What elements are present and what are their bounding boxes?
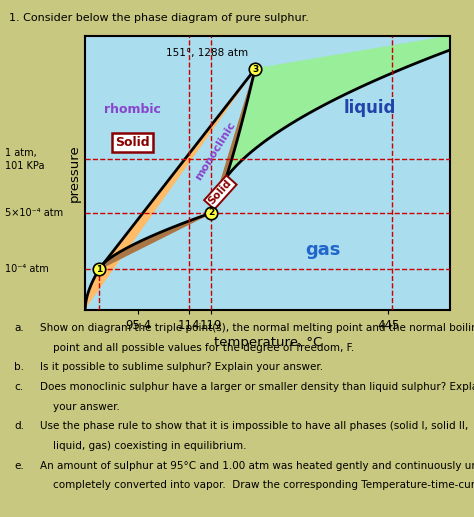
Text: rhombic: rhombic (104, 103, 161, 116)
Text: gas: gas (305, 241, 340, 260)
Text: 10⁻⁴ atm: 10⁻⁴ atm (5, 264, 48, 274)
Text: completely converted into vapor.  Draw the corresponding Temperature-time-curve.: completely converted into vapor. Draw th… (40, 480, 474, 490)
Text: 1: 1 (96, 265, 102, 273)
Text: b.: b. (14, 362, 24, 372)
Text: liquid: liquid (344, 99, 396, 117)
Text: 1 atm,
101 KPa: 1 atm, 101 KPa (5, 148, 44, 171)
Y-axis label: pressure: pressure (68, 144, 81, 202)
Text: monoclinic: monoclinic (193, 120, 237, 183)
Text: your answer.: your answer. (40, 402, 120, 412)
Text: a.: a. (14, 323, 24, 333)
Text: Solid: Solid (116, 136, 150, 149)
Text: An amount of sulphur at 95°C and 1.00 atm was heated gently and continuously unt: An amount of sulphur at 95°C and 1.00 at… (40, 461, 474, 470)
Text: Is it possible to sublime sulphur? Explain your answer.: Is it possible to sublime sulphur? Expla… (40, 362, 323, 372)
Text: c.: c. (14, 382, 23, 392)
Text: 5×10⁻⁴ atm: 5×10⁻⁴ atm (5, 208, 63, 218)
Text: 3: 3 (252, 65, 258, 73)
Text: 2: 2 (208, 208, 214, 218)
Text: point and all possible values for the degree of freedom, F.: point and all possible values for the de… (40, 343, 355, 353)
Text: d.: d. (14, 421, 24, 431)
Text: 151°, 1288 atm: 151°, 1288 atm (165, 48, 248, 58)
Polygon shape (211, 36, 450, 213)
Text: Show on diagram the triple point(s), the normal melting point and the normal boi: Show on diagram the triple point(s), the… (40, 323, 474, 333)
X-axis label: temperature, °C: temperature, °C (214, 337, 322, 349)
Polygon shape (85, 36, 255, 308)
Text: Does monoclinic sulphur have a larger or smaller density than liquid sulphur? Ex: Does monoclinic sulphur have a larger or… (40, 382, 474, 392)
Text: 1. Consider below the phase diagram of pure sulphur.: 1. Consider below the phase diagram of p… (9, 13, 310, 23)
Text: Use the phase rule to show that it is impossible to have all phases (solid I, so: Use the phase rule to show that it is im… (40, 421, 468, 431)
Polygon shape (99, 69, 255, 269)
Text: e.: e. (14, 461, 24, 470)
Text: liquid, gas) coexisting in equilibrium.: liquid, gas) coexisting in equilibrium. (40, 441, 247, 451)
Text: Solid: Solid (207, 178, 234, 207)
